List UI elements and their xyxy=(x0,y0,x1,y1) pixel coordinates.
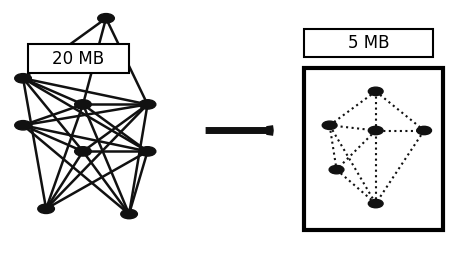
Circle shape xyxy=(15,74,31,83)
Circle shape xyxy=(417,126,431,135)
Circle shape xyxy=(329,165,344,174)
Circle shape xyxy=(368,87,383,96)
Circle shape xyxy=(139,100,156,109)
Circle shape xyxy=(75,100,91,109)
Circle shape xyxy=(322,121,337,129)
FancyBboxPatch shape xyxy=(304,29,433,57)
Circle shape xyxy=(38,204,54,213)
Circle shape xyxy=(121,209,137,219)
Circle shape xyxy=(368,126,383,135)
Circle shape xyxy=(75,147,91,156)
FancyBboxPatch shape xyxy=(28,44,129,73)
Circle shape xyxy=(98,14,114,23)
Circle shape xyxy=(139,147,156,156)
Circle shape xyxy=(15,121,31,130)
Text: 5 MB: 5 MB xyxy=(348,34,390,52)
Circle shape xyxy=(368,199,383,208)
FancyBboxPatch shape xyxy=(304,68,443,230)
Text: 20 MB: 20 MB xyxy=(52,50,105,68)
